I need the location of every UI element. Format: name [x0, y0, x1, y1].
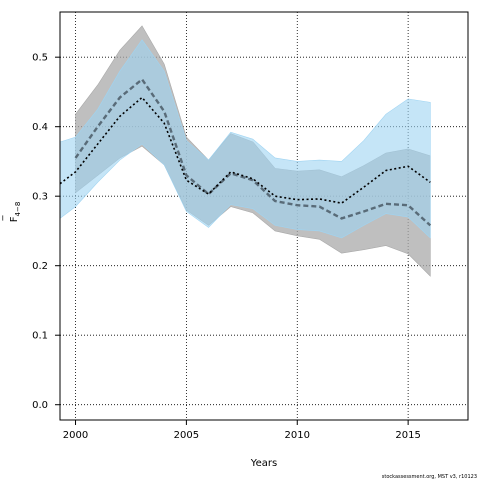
y-tick-label: 0.0	[32, 400, 48, 411]
svg-text:F4−8: F4−8	[9, 202, 22, 223]
series-lines	[59, 77, 432, 227]
y-axis-label: F4−8 ‾	[2, 202, 22, 223]
x-tick-label: 2000	[63, 430, 88, 441]
axes: 2000 2005 2010 2015 0.0 0.1 0.2 0.3 0.4 0.5	[32, 53, 421, 441]
y-tick-label: 0.5	[32, 53, 48, 64]
y-tick-label: 0.3	[32, 192, 48, 203]
y-tick-label: 0.4	[32, 122, 48, 133]
y-axis-label-bar: ‾	[2, 215, 13, 222]
y-tick-label: 0.1	[32, 331, 48, 342]
x-tick-label: 2010	[285, 430, 310, 441]
confidence-band	[59, 39, 431, 239]
y-axis-label-subscript: 4−8	[14, 202, 22, 217]
plot-frame	[59, 11, 469, 421]
estimate-line	[74, 77, 432, 227]
y-tick-label: 0.2	[32, 261, 48, 272]
footer-note: stockassessment.org, MST v3, r10123	[382, 474, 477, 480]
x-axis-label: Years	[250, 458, 277, 469]
confidence-bands	[59, 25, 431, 277]
x-tick-label: 2015	[395, 430, 420, 441]
estimate-line-dotted	[59, 96, 431, 204]
y-axis-label-main: F	[9, 216, 20, 222]
x-tick-label: 2005	[174, 430, 199, 441]
